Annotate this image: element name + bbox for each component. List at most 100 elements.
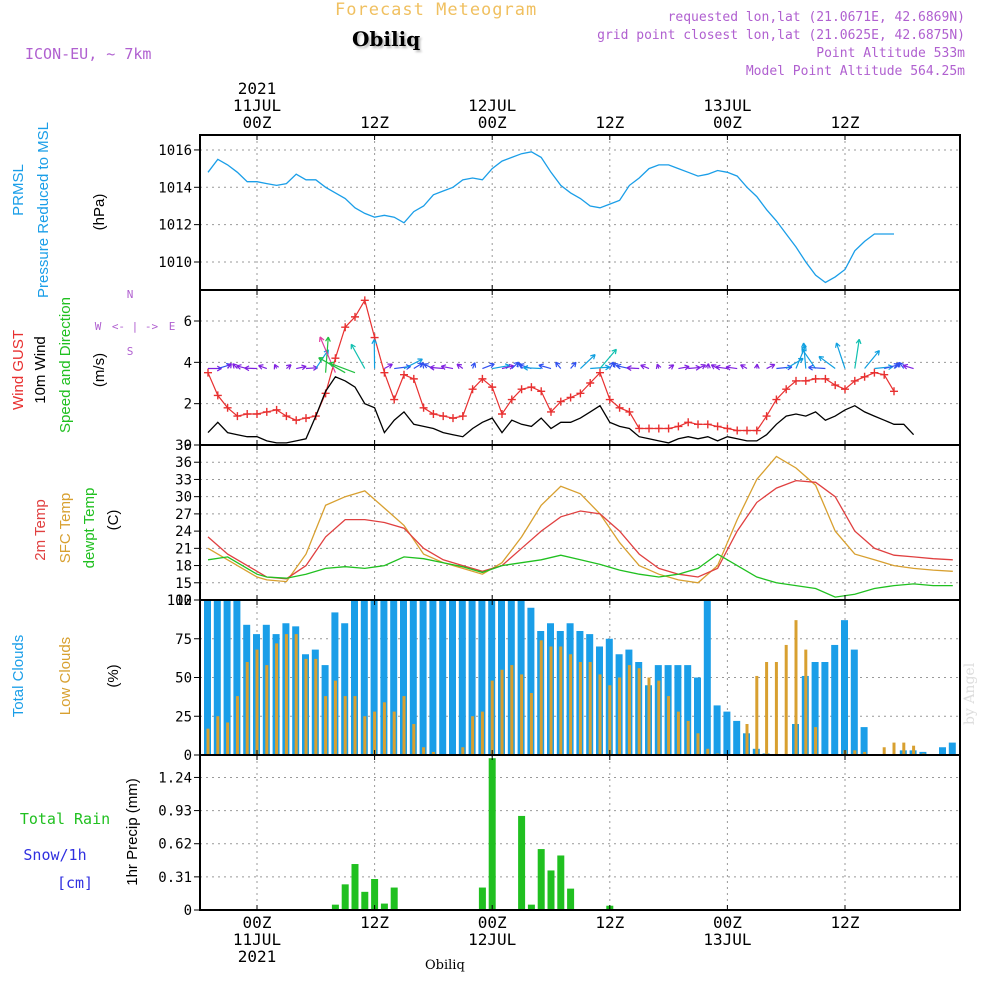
wind-direction-arrow	[725, 364, 738, 371]
total-clouds-bar	[439, 600, 447, 755]
gust-marker	[439, 412, 448, 421]
total-clouds-bar	[478, 600, 486, 755]
gust-marker	[302, 414, 310, 423]
bottom-time-label: 00Z	[713, 913, 742, 932]
y-tick-label: 100	[167, 593, 192, 609]
wind-direction-arrow	[273, 363, 279, 370]
low-clouds-bar	[549, 646, 553, 755]
wind-direction-arrow	[753, 363, 760, 369]
gust-marker	[478, 374, 487, 383]
gust-marker	[292, 416, 301, 425]
precip-bar	[547, 870, 555, 910]
gust-marker	[341, 323, 350, 332]
gust-marker	[664, 424, 673, 433]
wind-direction-arrow	[501, 363, 515, 370]
gust-marker	[596, 368, 604, 377]
wind-direction-arrow	[226, 362, 232, 369]
gust-marker	[468, 385, 477, 394]
gust-marker	[645, 424, 653, 433]
low-clouds-bar	[902, 742, 906, 755]
low-clouds-bar	[892, 742, 896, 755]
gust-marker	[351, 312, 359, 321]
wind-direction-arrow	[668, 364, 675, 370]
gust-marker	[654, 424, 663, 433]
low-clouds-bar	[647, 677, 651, 755]
wind-direction-arrow	[902, 363, 914, 370]
2m-temp-label: 2m Temp	[32, 499, 49, 560]
low-clouds-bar	[794, 620, 798, 755]
gust-marker	[380, 368, 389, 377]
precip-bar	[361, 891, 369, 910]
wind-direction-arrow	[854, 338, 862, 369]
gust-marker	[684, 418, 693, 427]
gust-marker	[556, 397, 565, 406]
sfc-temp-line	[207, 455, 953, 584]
total-clouds-bar	[429, 600, 437, 755]
low-clouds-bar	[461, 747, 465, 755]
gust-marker	[586, 379, 595, 387]
pressure-unit: (hPa)	[91, 194, 108, 231]
gust-marker	[213, 391, 222, 400]
wind-direction-arrow	[258, 364, 268, 370]
precip-bar	[380, 903, 388, 910]
gust-marker	[801, 376, 810, 385]
compass-south: S	[127, 345, 134, 358]
model-altitude: Model Point Altitude 564.25m	[745, 64, 965, 79]
y-tick-label: 27	[175, 507, 192, 523]
wind-direction-arrow	[705, 363, 711, 369]
low-clouds-bar	[363, 716, 367, 755]
low-clouds-bar	[745, 724, 749, 755]
wind-line	[207, 375, 915, 444]
precip-label: 1hr Precip (mm)	[124, 778, 141, 886]
wind-direction-arrow	[801, 348, 817, 369]
wind-direction-arrow	[818, 355, 836, 370]
gust-marker	[223, 403, 232, 412]
low-clouds-bar	[314, 658, 318, 755]
total-clouds-bar	[409, 600, 417, 755]
top-time-label: 12Z	[831, 113, 860, 132]
gust-marker	[772, 395, 781, 404]
precip-bar	[478, 887, 486, 910]
gust-marker	[272, 405, 281, 414]
point-altitude: Point Altitude 533m	[816, 46, 965, 61]
wind-direction-arrow	[678, 364, 690, 371]
low-clouds-bar	[588, 662, 592, 755]
total-clouds-bar	[370, 600, 378, 755]
wind-direction-arrow	[801, 342, 807, 369]
wind-direction-arrow	[482, 362, 495, 370]
wind-direction-arrow	[555, 361, 562, 369]
precip-bar	[390, 887, 398, 910]
footer-location: Obiliq	[425, 958, 465, 973]
total-clouds-bar	[713, 705, 721, 755]
low-clouds-bar	[676, 711, 680, 755]
gust-marker	[253, 410, 261, 418]
total-clouds-bar	[223, 600, 231, 755]
low-clouds-bar	[343, 696, 347, 755]
bottom-time-label: 12Z	[360, 913, 389, 932]
low-clouds-bar	[353, 696, 357, 755]
total-clouds-bar	[948, 742, 956, 755]
total-clouds-bar	[733, 720, 741, 755]
snow-legend: Snow/1h	[23, 846, 86, 864]
wind-direction-arrow	[232, 363, 238, 369]
clouds-unit: (%)	[105, 664, 122, 687]
gust-marker	[831, 381, 840, 390]
low-clouds-bar	[402, 696, 406, 755]
bottom-time-label: 12Z	[831, 913, 860, 932]
total-clouds-bar	[850, 649, 858, 755]
total-clouds-bar	[811, 662, 819, 755]
y-tick-label: 33	[175, 472, 192, 488]
wind-direction-arrow	[864, 349, 880, 369]
wind-direction-arrow	[655, 363, 662, 370]
wind-direction-arrow	[318, 336, 336, 373]
total-clouds-bar	[527, 607, 535, 755]
low-clouds-bar	[510, 665, 514, 755]
low-clouds-bar	[226, 722, 230, 755]
wind-direction-arrow	[523, 364, 542, 371]
wind-direction-arrow	[403, 358, 423, 370]
gust-marker	[400, 370, 408, 379]
precip-bar	[351, 864, 359, 910]
panel-border-temperature	[199, 444, 961, 601]
gust-label: Wind GUST	[10, 330, 27, 410]
gridpoint-coords: grid point closest lon,lat (21.0625E, 42…	[597, 28, 965, 43]
